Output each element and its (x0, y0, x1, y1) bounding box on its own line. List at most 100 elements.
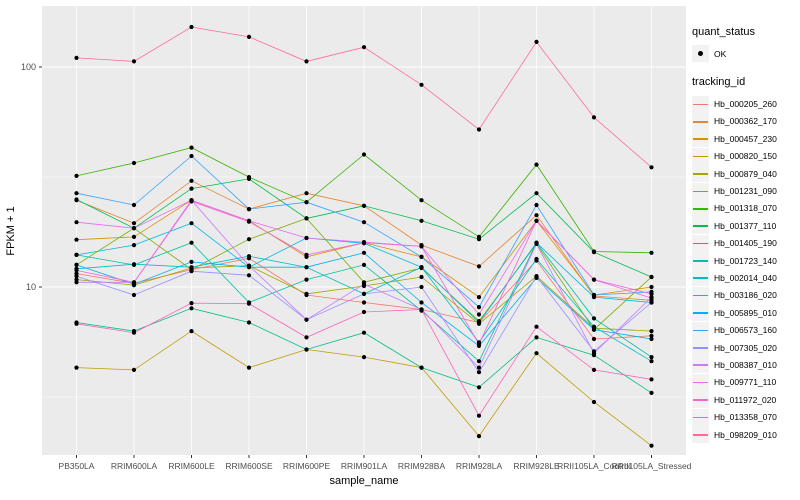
data-point (591, 327, 597, 332)
legend-item-label: Hb_001723_140 (714, 255, 777, 266)
legend-item-label: Hb_003186_020 (714, 290, 777, 301)
legend-key-line-icon (692, 234, 709, 252)
x-tick-label: RRIM600SE (225, 461, 273, 471)
data-point (534, 162, 539, 167)
data-point (649, 336, 654, 342)
line-swatch-icon (693, 399, 708, 401)
data-point (361, 291, 367, 296)
line-swatch-icon (693, 416, 708, 419)
data-point (361, 45, 367, 50)
legend-item-label: Hb_007305_020 (714, 342, 777, 353)
data-point (189, 178, 194, 183)
data-point (74, 197, 79, 202)
data-point (534, 335, 539, 340)
data-point (534, 241, 539, 246)
data-point (419, 300, 424, 305)
data-point (74, 274, 79, 279)
line-swatch-icon (693, 312, 708, 314)
legend-tracking-id-title: tracking_id (692, 76, 746, 89)
data-point (649, 296, 654, 301)
data-point (476, 434, 482, 439)
data-point (361, 355, 367, 360)
line-swatch-icon (693, 294, 708, 297)
legend-item-label: Hb_009771_110 (714, 377, 777, 388)
legend-item-Hb_001405_190: Hb_001405_190 (692, 234, 800, 252)
data-point (74, 220, 79, 225)
legend-key-line-icon (692, 321, 709, 339)
data-point (74, 280, 79, 285)
data-point (131, 202, 137, 208)
data-point (476, 320, 482, 325)
legend-item-label: Hb_002014_040 (714, 272, 777, 283)
x-tick-label: PB350LA (59, 461, 95, 471)
data-point (591, 324, 597, 329)
legend-item-label: Hb_001377_110 (714, 220, 777, 231)
data-point (476, 237, 482, 242)
legend-item-Hb_000457_230: Hb_000457_230 (692, 130, 800, 148)
data-point (189, 240, 194, 245)
legend-item-label: Hb_005895_010 (714, 307, 777, 318)
data-point (534, 39, 539, 45)
x-axis-title: sample_name (329, 475, 398, 487)
data-point (419, 274, 424, 280)
data-point (189, 153, 194, 159)
y-tick-label: 10 (26, 282, 36, 292)
legend-quant-status: quant_status OK (692, 26, 800, 63)
data-point (361, 250, 367, 255)
legend-key-line-icon (692, 130, 709, 148)
legend-item-label: Hb_000205_260 (714, 99, 777, 110)
x-tick-label: RRIM600LA (111, 461, 158, 471)
data-point (246, 176, 252, 181)
legend-item-Hb_098209_010: Hb_098209_010 (692, 426, 800, 443)
data-point (649, 165, 654, 170)
data-point (304, 252, 309, 257)
data-point (591, 316, 597, 321)
data-point (74, 262, 79, 267)
data-point (534, 256, 539, 262)
data-point (74, 55, 79, 61)
line-swatch-icon (693, 173, 708, 175)
data-point (476, 370, 482, 375)
data-point (131, 59, 137, 64)
data-point (476, 295, 482, 300)
line-swatch-icon (693, 225, 708, 227)
legend-key-line-icon (692, 217, 709, 235)
data-point (189, 199, 194, 204)
line-swatch-icon (693, 347, 708, 349)
data-point (189, 301, 194, 306)
data-point (419, 244, 424, 249)
legend-item-Hb_001231_090: Hb_001231_090 (692, 182, 800, 200)
legend-item-label: Hb_006573_160 (714, 325, 777, 336)
data-point (304, 265, 309, 270)
data-point (361, 309, 367, 315)
point-icon (698, 51, 703, 57)
data-point (649, 359, 654, 364)
data-point (246, 237, 252, 242)
legend-item-Hb_001723_140: Hb_001723_140 (692, 252, 800, 270)
legend-item-Hb_002014_040: Hb_002014_040 (692, 269, 800, 287)
line-swatch-icon (693, 120, 708, 123)
data-point (591, 336, 597, 342)
data-point (534, 213, 539, 218)
data-point (131, 262, 137, 267)
data-point (304, 200, 309, 205)
data-point (246, 34, 252, 40)
data-point (649, 377, 654, 382)
legend-item-Hb_003186_020: Hb_003186_020 (692, 286, 800, 304)
data-point (649, 300, 654, 305)
data-points (74, 24, 654, 448)
line-swatch-icon (693, 260, 708, 262)
data-point (476, 413, 482, 418)
legend-item-Hb_011972_020: Hb_011972_020 (692, 391, 800, 409)
legend-item-label: Hb_008387_010 (714, 359, 777, 370)
data-point (246, 254, 252, 259)
data-point (419, 307, 424, 312)
data-point (304, 347, 309, 352)
x-tick-label: RRIM901LA (341, 461, 388, 471)
data-point (189, 186, 194, 191)
data-point (419, 198, 424, 203)
legend-item-label: Hb_000457_230 (714, 133, 777, 144)
legend-key-line-icon (692, 95, 709, 113)
legend: quant_status OK tracking_id Hb_000205_26… (692, 26, 800, 457)
